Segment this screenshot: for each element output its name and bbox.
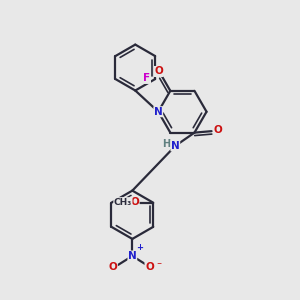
Text: O: O bbox=[214, 125, 222, 135]
Text: CH₃: CH₃ bbox=[114, 198, 132, 207]
Text: H: H bbox=[162, 139, 171, 148]
Text: +: + bbox=[136, 243, 143, 252]
Text: O: O bbox=[154, 67, 163, 76]
Text: O: O bbox=[130, 197, 139, 207]
Text: N: N bbox=[154, 107, 163, 117]
Text: ⁻: ⁻ bbox=[156, 261, 161, 271]
Text: N: N bbox=[128, 251, 137, 261]
Text: F: F bbox=[143, 74, 151, 83]
Text: O: O bbox=[145, 262, 154, 272]
Text: N: N bbox=[171, 141, 180, 151]
Text: O: O bbox=[109, 262, 117, 272]
